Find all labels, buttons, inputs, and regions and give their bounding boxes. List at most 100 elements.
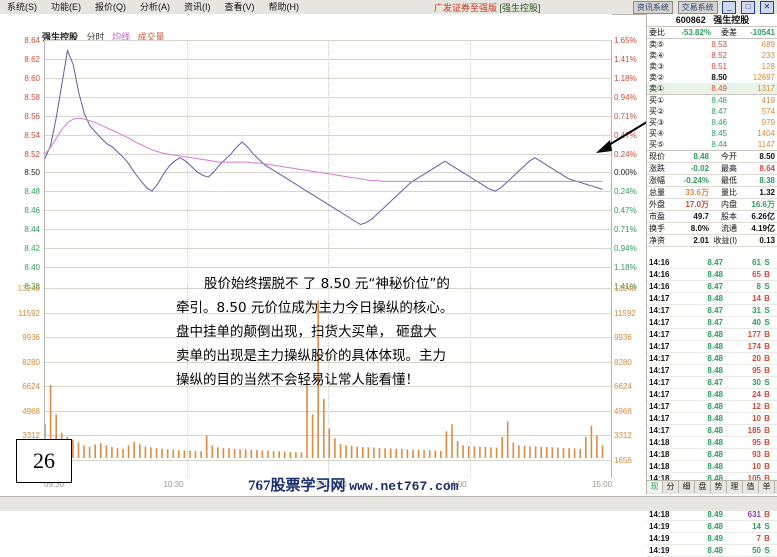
menu-item-2[interactable]: 报价(Q) — [95, 2, 126, 12]
tick-row[interactable]: 14:18 8.48 95 B — [647, 437, 777, 449]
tick-row[interactable]: 14:19 8.49 7 B — [647, 533, 777, 545]
quote-panel-tabs[interactable]: 现分细盘势理值单 — [647, 480, 777, 494]
stat-value-1: 8.0% — [690, 224, 709, 233]
menu-item-3[interactable]: 分析(A) — [140, 2, 170, 12]
buy-order-row[interactable]: 买③ 8.46 979 — [647, 117, 777, 128]
tick-row[interactable]: 14:16 8.47 61 S — [647, 257, 777, 269]
percent-axis-tick: 0.24% — [614, 150, 637, 159]
tick-row[interactable]: 14:19 8.48 50 S — [647, 545, 777, 557]
tick-row[interactable]: 14:17 8.47 40 S — [647, 317, 777, 329]
tick-flag: B — [764, 474, 770, 483]
price-series-svg — [45, 48, 603, 226]
tick-volume: 50 — [752, 546, 761, 555]
chart-indicator-volume[interactable]: 成交量 — [137, 32, 165, 42]
tick-flag: B — [764, 294, 770, 303]
tick-row[interactable]: 14:19 8.48 14 S — [647, 521, 777, 533]
stat-label-2: 收益(I) — [713, 236, 737, 245]
tick-row[interactable]: 14:17 8.48 174 B — [647, 341, 777, 353]
stat-value-1: 2.01 — [693, 236, 709, 245]
tick-row[interactable]: 14:17 8.47 31 S — [647, 305, 777, 317]
buy-order-label: 买② — [649, 107, 665, 116]
menu-item-4[interactable]: 资讯(I) — [184, 2, 211, 12]
volume-axis-tick-right: 8280 — [614, 358, 632, 367]
info-system-button[interactable]: 资讯系统 — [632, 1, 673, 14]
volume-gridline — [45, 386, 611, 387]
tick-price: 8.48 — [707, 414, 723, 423]
chart-indicator-ma[interactable]: 均线 — [112, 32, 131, 42]
sell-order-price: 8.51 — [711, 62, 727, 71]
sell-order-row[interactable]: 卖① 8.49 1317 — [647, 83, 777, 95]
quote-tab-7[interactable]: 单 — [759, 481, 775, 493]
minimize-icon[interactable]: _ — [722, 1, 737, 14]
time-axis-tick: 11:30/13:00 — [305, 480, 347, 489]
volume-axis-tick: 6624 — [22, 382, 40, 391]
price-axis-tick: 8.42 — [24, 244, 40, 253]
chart-mode-label[interactable]: 分时 — [86, 32, 105, 42]
buy-order-row[interactable]: 买① 8.48 419 — [647, 95, 777, 106]
trade-system-button[interactable]: 交易系统 — [677, 1, 718, 14]
quote-tab-2[interactable]: 细 — [679, 481, 695, 493]
tick-row[interactable]: 14:16 8.48 65 B — [647, 269, 777, 281]
tick-row[interactable]: 14:17 8.48 177 B — [647, 329, 777, 341]
price-axis-tick: 8.62 — [24, 55, 40, 64]
sell-order-row[interactable]: 卖④ 8.52 233 — [647, 50, 777, 61]
buy-order-row[interactable]: 买② 8.47 574 — [647, 106, 777, 117]
tick-flag: B — [764, 366, 770, 375]
quote-tab-1[interactable]: 分 — [663, 481, 679, 493]
tick-row[interactable]: 14:17 8.48 12 B — [647, 401, 777, 413]
tick-time: 14:19 — [649, 534, 670, 543]
stat-label-1: 市盈 — [649, 212, 665, 221]
menu-item-6[interactable]: 帮助(H) — [268, 2, 300, 12]
sell-order-book[interactable]: 卖⑤ 8.53 689 卖④ 8.52 233 卖③ 8.51 128 卖② 8.50 12697 卖①… — [647, 39, 777, 95]
maximize-icon[interactable]: □ — [741, 1, 756, 14]
tick-row[interactable]: 14:17 8.48 20 B — [647, 353, 777, 365]
tick-row[interactable]: 14:17 8.48 95 B — [647, 365, 777, 377]
tick-list[interactable]: 14:16 8.47 61 S 14:16 8.48 65 B 14:16 8.47 8 S 14:17… — [647, 257, 777, 557]
chart-area[interactable]: 强生控股 分时 均线 成交量 8.64 1.65% 8.62 1.41% 8.60 1.1… — [0, 14, 661, 494]
tick-time: 14:17 — [649, 378, 670, 387]
buy-order-row[interactable]: 买④ 8.45 1404 — [647, 128, 777, 139]
tick-row[interactable]: 14:17 8.48 10 B — [647, 413, 777, 425]
quote-tab-0[interactable]: 现 — [647, 481, 663, 493]
quote-tab-6[interactable]: 值 — [743, 481, 759, 493]
volume-plot[interactable] — [44, 286, 612, 478]
sell-order-row[interactable]: 卖⑤ 8.53 689 — [647, 39, 777, 50]
buy-order-qty: 1147 — [757, 140, 775, 149]
watermark-cn: 767股票学习网 — [248, 478, 346, 494]
close-icon[interactable]: ✕ — [760, 1, 774, 14]
sell-order-price: 8.49 — [711, 84, 727, 93]
tick-volume: 12 — [752, 402, 761, 411]
tick-row[interactable]: 14:17 8.47 30 S — [647, 377, 777, 389]
tick-row[interactable]: 14:16 8.47 8 S — [647, 281, 777, 293]
tick-price: 8.48 — [707, 342, 723, 351]
tick-flag: B — [764, 462, 770, 471]
price-axis-tick: 8.58 — [24, 93, 40, 102]
menu-item-1[interactable]: 功能(E) — [51, 2, 81, 12]
price-axis-tick: 8.54 — [24, 131, 40, 140]
tick-row[interactable]: 14:17 8.48 14 B — [647, 293, 777, 305]
buy-order-book[interactable]: 买① 8.48 419 买② 8.47 574 买③ 8.46 979 买④ 8.45 1404 买⑤ 8… — [647, 95, 777, 151]
tick-flag: B — [764, 450, 770, 459]
buy-order-label: 买① — [649, 96, 665, 105]
volume-axis-tick: 4968 — [22, 407, 40, 416]
menu-item-0[interactable]: 系统(S) — [7, 2, 37, 12]
stat-value-1: -0.24% — [683, 176, 709, 185]
menu-item-5[interactable]: 查看(V) — [224, 2, 255, 12]
sell-order-row[interactable]: 卖③ 8.51 128 — [647, 61, 777, 72]
quote-panel[interactable]: 600862 强生控股 委比 -53.82% 委差 -10541 卖⑤ 8.53 689 卖… — [646, 14, 777, 557]
quote-tab-4[interactable]: 势 — [711, 481, 727, 493]
percent-axis-tick: 0.71% — [614, 225, 637, 234]
tick-time: 14:18 — [649, 438, 670, 447]
tick-row[interactable]: 14:17 8.48 185 B — [647, 425, 777, 437]
quote-tab-3[interactable]: 盘 — [695, 481, 711, 493]
tick-row[interactable]: 14:18 8.48 93 B — [647, 449, 777, 461]
percent-axis-tick: 0.94% — [614, 93, 637, 102]
tick-row[interactable]: 14:17 8.48 24 B — [647, 389, 777, 401]
price-plot[interactable] — [44, 40, 612, 287]
sell-order-row[interactable]: 卖② 8.50 12697 — [647, 72, 777, 83]
price-axis-tick: 8.44 — [24, 225, 40, 234]
volume-axis-tick-right: 6624 — [614, 382, 632, 391]
quote-tab-5[interactable]: 理 — [727, 481, 743, 493]
tick-row[interactable]: 14:18 8.48 10 B — [647, 461, 777, 473]
buy-order-row[interactable]: 买⑤ 8.44 1147 — [647, 139, 777, 151]
